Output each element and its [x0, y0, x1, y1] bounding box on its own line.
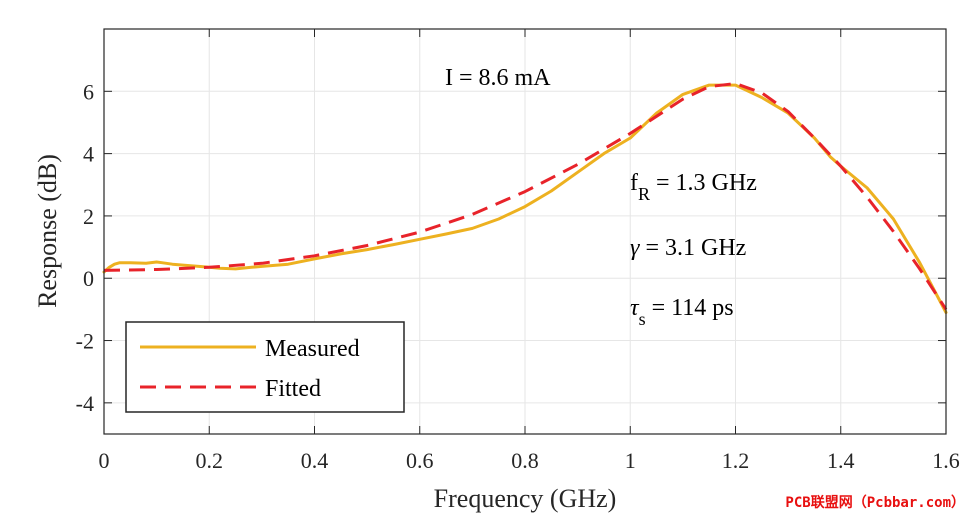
legend: Measured Fitted	[125, 321, 405, 413]
x-tick-label: 0	[99, 448, 110, 473]
y-axis-label: Response (dB)	[33, 154, 62, 308]
annotation-tau: τs = 114 ps	[630, 295, 734, 329]
legend-label-fitted: Fitted	[265, 376, 321, 402]
gamma-value: = 3.1 GHz	[639, 235, 746, 261]
x-tick-label: 0.2	[196, 448, 224, 473]
x-axis-label: Frequency (GHz)	[434, 484, 617, 513]
tau-value: = 114 ps	[646, 295, 734, 321]
fr-subscript: R	[638, 184, 650, 204]
legend-box	[125, 321, 405, 413]
annotation-resonance-frequency: fR = 1.3 GHz	[630, 170, 757, 204]
tau-symbol: τ	[630, 295, 640, 321]
ticks: 0 0.2 0.4 0.6 0.8 1 1.2 1.4 1.6 -4 -2 0 2 4 6	[76, 29, 960, 473]
y-tick-label: 0	[83, 266, 94, 291]
y-tick-label: -4	[76, 391, 94, 416]
annotation-current: I = 8.6 mA	[445, 65, 551, 91]
x-tick-label: 1.2	[722, 448, 750, 473]
tau-subscript: s	[639, 309, 646, 329]
annotation-damping: γ = 3.1 GHz	[630, 235, 746, 261]
series-layer	[102, 82, 948, 314]
x-tick-label: 0.8	[511, 448, 539, 473]
y-tick-label: 4	[83, 142, 94, 167]
x-tick-label: 1	[625, 448, 636, 473]
y-tick-label: 6	[83, 79, 94, 104]
x-tick-label: 0.4	[301, 448, 329, 473]
x-tick-label: 1.4	[827, 448, 855, 473]
gamma-symbol: γ	[630, 235, 640, 261]
x-tick-label: 1.6	[932, 448, 960, 473]
y-tick-label: 2	[83, 204, 94, 229]
legend-label-measured: Measured	[265, 336, 360, 362]
fr-value: = 1.3 GHz	[650, 170, 757, 196]
watermark: PCB联盟网（Pcbbar.com）	[785, 495, 965, 511]
fr-symbol: f	[630, 170, 638, 196]
series-line-fitted	[103, 82, 948, 311]
x-tick-label: 0.6	[406, 448, 434, 473]
y-tick-label: -2	[76, 329, 94, 354]
